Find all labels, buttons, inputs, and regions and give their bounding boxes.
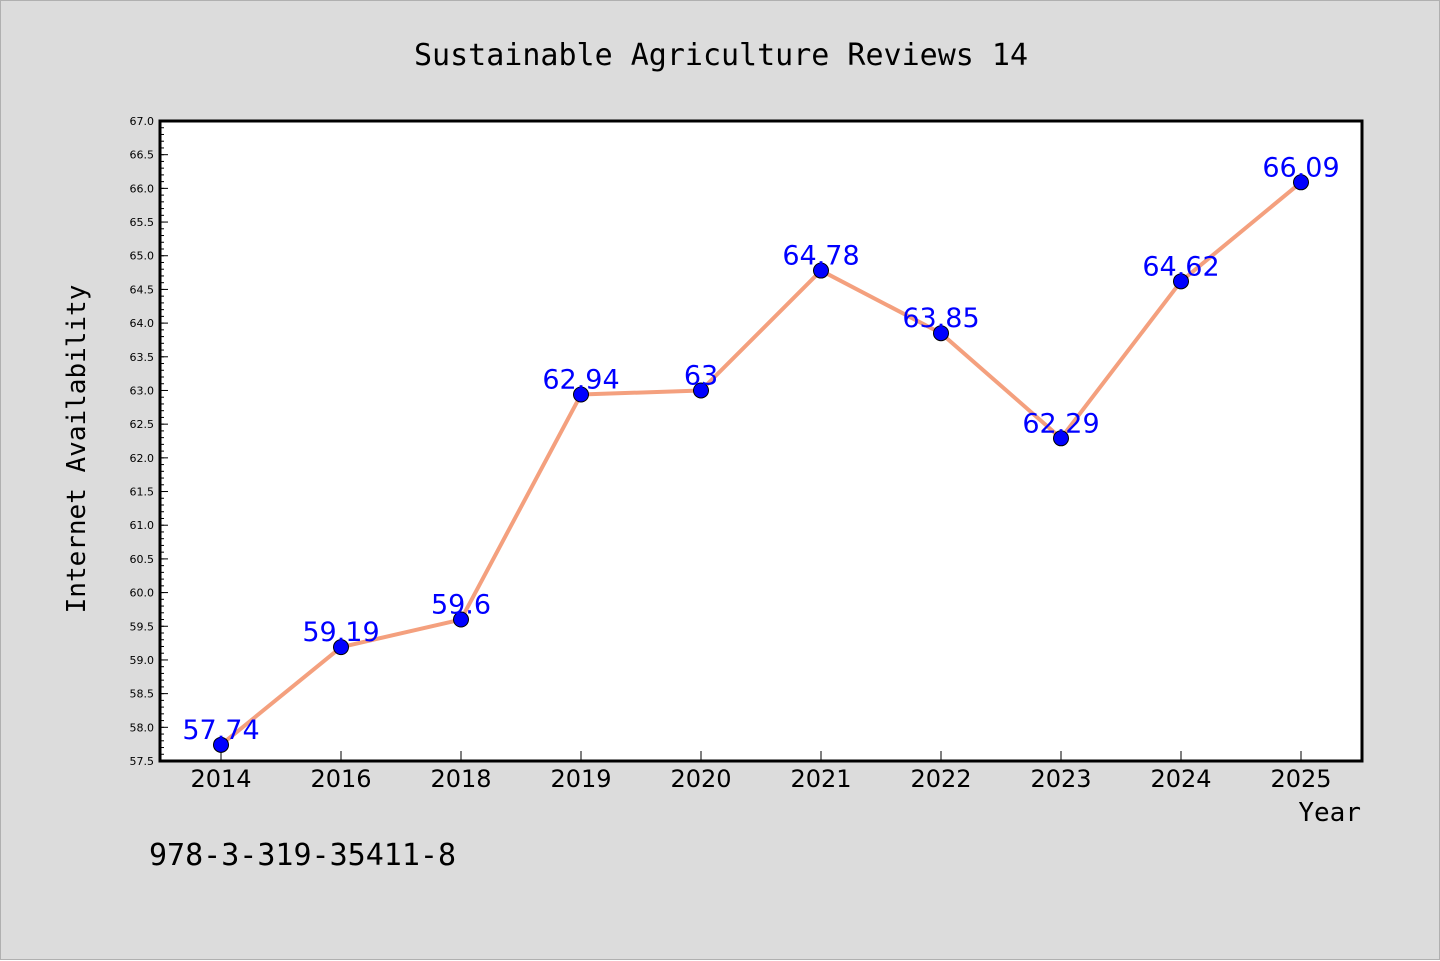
- series-layer: [213, 174, 1309, 753]
- x-tick-label: 2025: [1270, 765, 1331, 793]
- data-point: [933, 325, 949, 342]
- y-tick-label: 57.5: [130, 755, 155, 768]
- y-tick-label: 67.0: [130, 115, 155, 128]
- data-point: [573, 386, 589, 403]
- y-tick-label: 65.0: [130, 250, 155, 263]
- data-point: [1173, 273, 1189, 290]
- isbn-footnote: 978-3-319-35411-8: [149, 838, 456, 873]
- plot-area: [158, 119, 1364, 763]
- y-axis-label: Internet Availability: [62, 285, 92, 614]
- x-axis: 2014 2016 2018 2019 2020 2021 2022 2023 2024 2025: [190, 751, 1332, 793]
- y-tick-label: 64.5: [130, 283, 155, 296]
- data-label: 59.6: [431, 590, 491, 621]
- y-tick-label: 63.5: [130, 351, 155, 364]
- data-label: 66.09: [1262, 152, 1339, 183]
- data-label: 57.74: [182, 715, 259, 746]
- data-point: [1053, 430, 1069, 447]
- y-tick-label: 62.5: [130, 418, 155, 431]
- y-tick-label: 59.0: [130, 654, 155, 667]
- data-point: [813, 262, 829, 279]
- x-tick-label: 2024: [1150, 765, 1211, 793]
- y-axis: 57.5 58.0 58.5 59.0 59.5 60.0 60.5 61.0 61.5 62.0…: [130, 115, 168, 768]
- x-tick-label: 2021: [790, 765, 851, 793]
- x-tick-label: 2019: [550, 765, 611, 793]
- data-point: [693, 382, 709, 399]
- series-line: [219, 180, 1303, 747]
- data-label: 64.78: [782, 241, 859, 272]
- y-tick-label: 66.0: [130, 182, 155, 195]
- data-point: [453, 611, 469, 628]
- x-tick-label: 2016: [310, 765, 371, 793]
- data-label-layer: 57.74 59.19 59.6 62.94 63 64.78 63.85 62.29 64.6…: [182, 152, 1339, 746]
- y-tick-label: 62.0: [130, 452, 155, 465]
- data-label: 62.29: [1022, 408, 1099, 439]
- y-tick-label: 63.0: [130, 384, 155, 397]
- y-tick-label: 58.0: [130, 721, 155, 734]
- x-axis-label: Year: [1298, 798, 1361, 828]
- data-label: 59.19: [302, 617, 379, 648]
- y-tick-label: 61.5: [130, 486, 155, 499]
- y-tick-label: 60.0: [130, 587, 155, 600]
- y-tick-label: 59.5: [130, 620, 155, 633]
- x-tick-label: 2020: [670, 765, 731, 793]
- y-tick-label: 64.0: [130, 317, 155, 330]
- chart-title: Sustainable Agriculture Reviews 14: [414, 38, 1028, 73]
- x-tick-label: 2014: [190, 765, 251, 793]
- x-tick-label: 2023: [1030, 765, 1091, 793]
- data-label: 62.94: [542, 365, 619, 396]
- data-label: 63: [684, 360, 718, 391]
- y-tick-label: 58.5: [130, 688, 155, 701]
- y-tick-label: 61.0: [130, 519, 155, 532]
- y-tick-label: 65.5: [130, 216, 155, 229]
- data-point: [213, 736, 229, 753]
- data-point: [333, 639, 349, 656]
- x-tick-label: 2018: [430, 765, 491, 793]
- data-label: 64.62: [1142, 251, 1219, 282]
- y-tick-label: 66.5: [130, 149, 155, 162]
- data-point: [1293, 174, 1309, 191]
- y-tick-label: 60.5: [130, 553, 155, 566]
- x-tick-label: 2022: [910, 765, 971, 793]
- data-label: 63.85: [902, 303, 979, 334]
